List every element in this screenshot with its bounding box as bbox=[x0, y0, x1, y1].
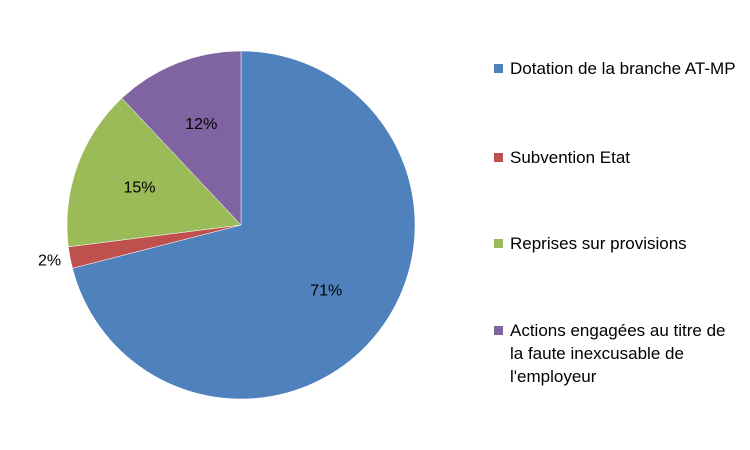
data-label: 15% bbox=[123, 180, 155, 197]
legend-item: Subvention Etat bbox=[494, 146, 739, 169]
legend-swatch bbox=[494, 64, 503, 73]
legend-swatch bbox=[494, 153, 503, 162]
legend-label: Actions engagées au titre de la faute in… bbox=[510, 321, 726, 386]
legend-item: Reprises sur provisions bbox=[494, 232, 739, 255]
data-label: 71% bbox=[310, 282, 342, 299]
legend-label: Subvention Etat bbox=[510, 148, 631, 167]
legend-item: Dotation de la branche AT-MP bbox=[494, 57, 739, 80]
pie-slice bbox=[66, 97, 242, 248]
legend-swatch bbox=[494, 326, 503, 335]
data-label: 2% bbox=[38, 253, 61, 270]
legend-swatch bbox=[494, 239, 503, 248]
legend-label: Reprises sur provisions bbox=[510, 234, 687, 253]
pie-slice bbox=[121, 50, 242, 226]
data-label: 12% bbox=[185, 116, 217, 133]
legend-label: Dotation de la branche AT-MP bbox=[510, 59, 736, 78]
pie-slice bbox=[72, 50, 416, 400]
legend-item: Actions engagées au titre de la faute in… bbox=[494, 319, 739, 388]
